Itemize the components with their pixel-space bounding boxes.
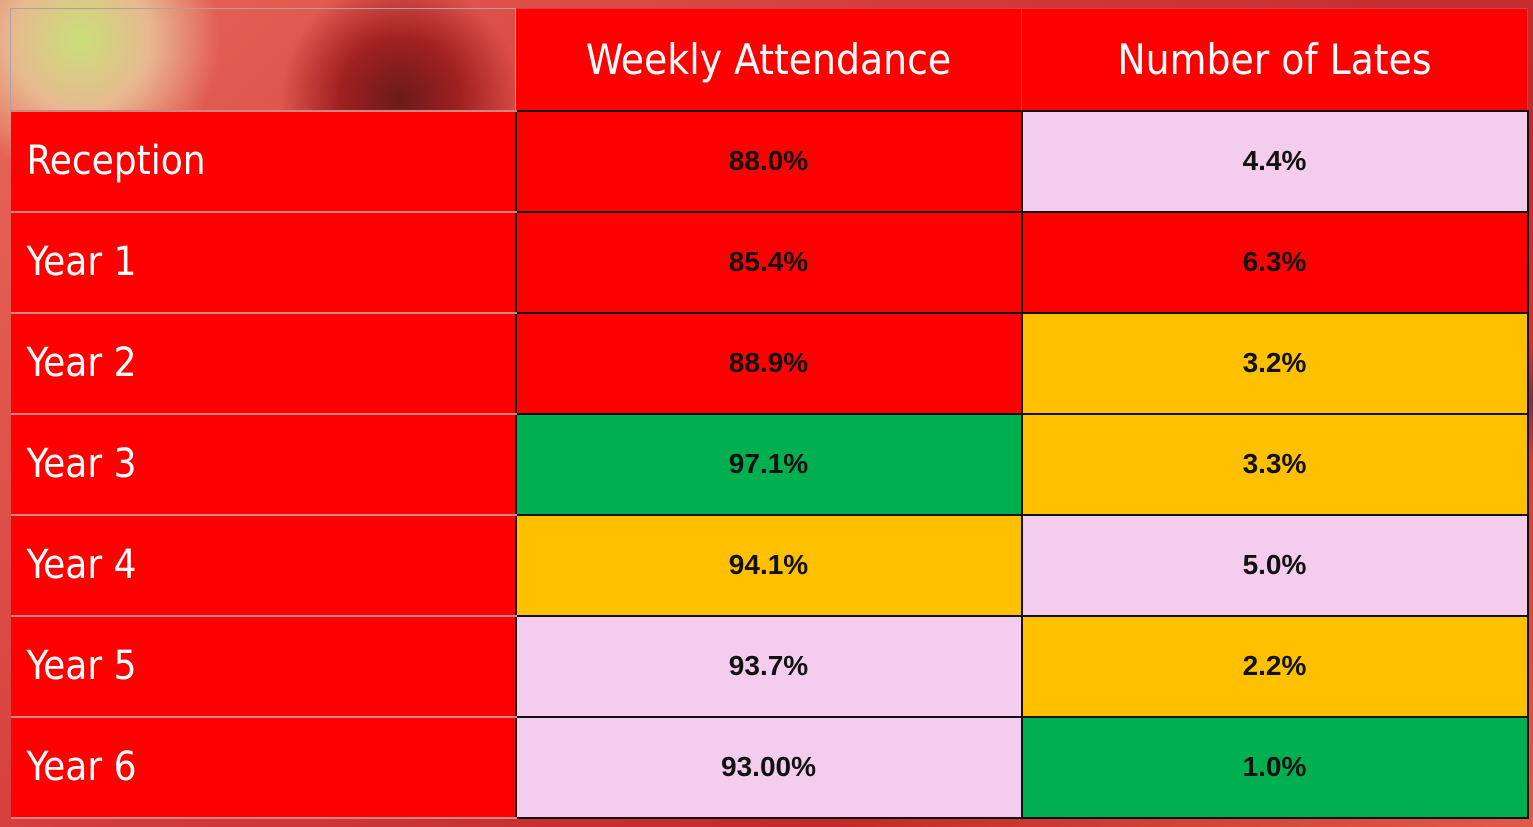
attendance-cell: 85.4% (516, 212, 1022, 313)
attendance-cell: 88.0% (516, 111, 1022, 212)
column-header: Weekly Attendance (516, 9, 1022, 111)
row-label: Year 4 (11, 515, 516, 616)
row: Year 6 93.00% 1.0% (11, 717, 1528, 818)
row: Year 2 88.9% 3.2% (11, 313, 1528, 414)
corner-cell (11, 9, 516, 111)
row: Year 4 94.1% 5.0% (11, 515, 1528, 616)
row-label: Year 6 (11, 717, 516, 818)
attendance-cell: 93.00% (516, 717, 1022, 818)
lates-cell: 4.4% (1022, 111, 1528, 212)
row: Year 3 97.1% 3.3% (11, 414, 1528, 515)
lates-cell: 6.3% (1022, 212, 1528, 313)
row: Reception 88.0% 4.4% (11, 111, 1528, 212)
lates-cell: 1.0% (1022, 717, 1528, 818)
page: {"table": { "header": ["Weekly Attendanc… (0, 0, 1533, 827)
row: Year 1 85.4% 6.3% (11, 212, 1528, 313)
row-label: Year 1 (11, 212, 516, 313)
attendance-cell: 94.1% (516, 515, 1022, 616)
lates-cell: 5.0% (1022, 515, 1528, 616)
row: Year 5 93.7% 2.2% (11, 616, 1528, 717)
row-label: Reception (11, 111, 516, 212)
lates-cell: 2.2% (1022, 616, 1528, 717)
slide: Weekly Attendance Number of Lates Recept… (0, 0, 1533, 827)
attendance-cell: 88.9% (516, 313, 1022, 414)
row-label: Year 2 (11, 313, 516, 414)
attendance-table: Weekly Attendance Number of Lates Recept… (10, 8, 1529, 819)
row-label: Year 5 (11, 616, 516, 717)
attendance-cell: 97.1% (516, 414, 1022, 515)
lates-cell: 3.2% (1022, 313, 1528, 414)
column-header: Number of Lates (1022, 9, 1528, 111)
lates-cell: 3.3% (1022, 414, 1528, 515)
header-row: Weekly Attendance Number of Lates (11, 9, 1528, 111)
attendance-cell: 93.7% (516, 616, 1022, 717)
row-label: Year 3 (11, 414, 516, 515)
